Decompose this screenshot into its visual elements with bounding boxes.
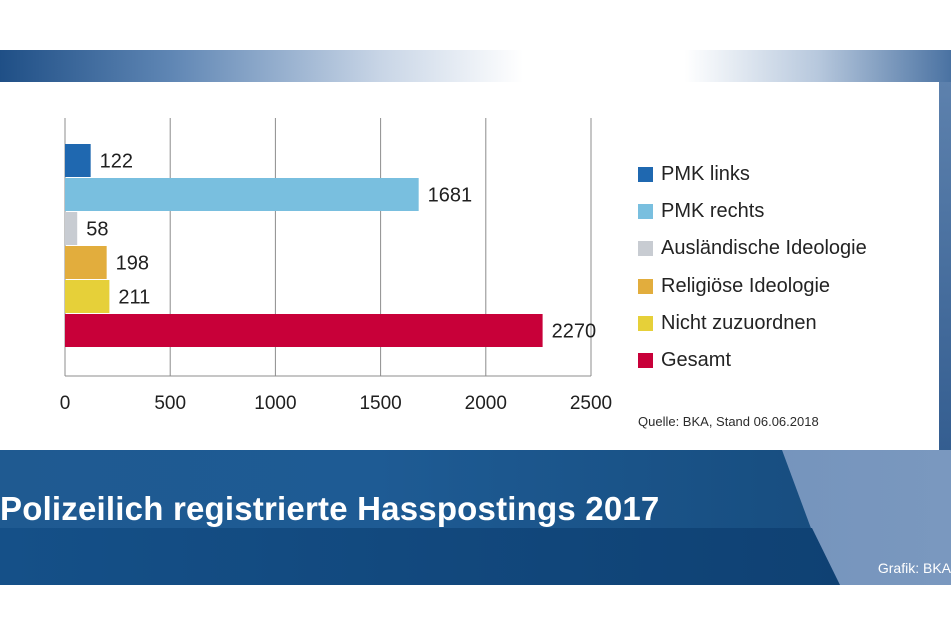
legend-label: PMK rechts [661, 200, 765, 223]
top-gradient-band [0, 50, 951, 82]
chart-legend: PMK links PMK rechts Ausländische Ideologi… [638, 156, 938, 379]
bar [65, 280, 110, 313]
right-gradient-band [939, 82, 951, 532]
legend-swatch [638, 278, 653, 294]
x-tick-label: 1500 [359, 393, 401, 414]
legend-swatch [638, 241, 653, 257]
bar-value-label: 58 [86, 219, 108, 241]
bar [65, 144, 91, 177]
graphic-credit: Grafik: BKA [877, 560, 951, 576]
legend-item: Nicht zuzuordnen [638, 305, 938, 342]
legend-item: Religiöse Ideologie [638, 268, 938, 305]
bar-value-label: 1681 [428, 185, 473, 207]
x-tick-label: 1000 [254, 393, 296, 414]
bar [65, 246, 107, 279]
legend-swatch [638, 204, 653, 220]
legend-label: Ausländische Ideologie [661, 237, 867, 260]
chart-title: Polizeilich registrierte Hasspostings 20… [0, 490, 660, 527]
legend-item: PMK rechts [638, 193, 938, 230]
bar-value-label: 122 [100, 151, 133, 173]
x-tick-label: 2500 [570, 393, 612, 414]
source-note: Quelle: BKA, Stand 06.06.2018 [638, 414, 819, 429]
legend-item: Gesamt [638, 342, 938, 379]
bar-value-label: 198 [116, 253, 149, 275]
bar-value-label: 2270 [552, 321, 597, 343]
legend-label: Gesamt [661, 349, 732, 372]
bar-value-label: 211 [118, 287, 150, 309]
legend-label: PMK links [661, 163, 750, 186]
x-tick-label: 2000 [465, 393, 507, 414]
bar [65, 212, 78, 245]
legend-item: Ausländische Ideologie [638, 230, 938, 267]
legend-label: Nicht zuzuordnen [661, 311, 817, 334]
legend-swatch [638, 167, 653, 183]
bar [65, 314, 543, 347]
bar [65, 178, 419, 211]
legend-swatch [638, 315, 653, 331]
legend-label: Religiöse Ideologie [661, 274, 831, 297]
title-panel-shadow [0, 528, 840, 585]
x-tick-label: 0 [60, 393, 71, 414]
legend-item: PMK links [638, 156, 938, 193]
legend-swatch [638, 353, 653, 369]
x-tick-label: 500 [154, 393, 186, 414]
